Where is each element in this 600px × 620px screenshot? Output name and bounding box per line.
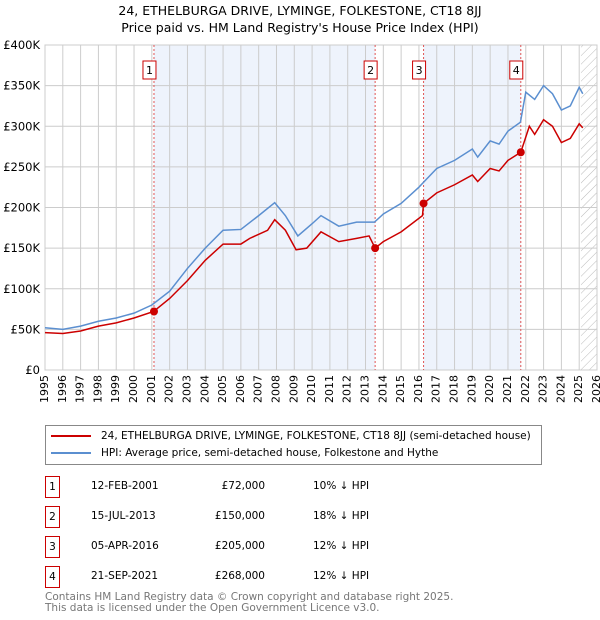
sale-price: £205,000 (214, 540, 265, 552)
x-tick-label: 2008 (269, 375, 282, 403)
x-tick-label: 2012 (341, 375, 354, 403)
x-tick-label: 1998 (91, 375, 104, 403)
chart-subtitle: Price paid vs. HM Land Registry's House … (121, 20, 479, 35)
sale-date: 12-FEB-2001 (91, 480, 159, 492)
sale-marker-number: 4 (513, 64, 520, 77)
x-tick-label: 2001 (145, 375, 158, 403)
y-tick-label: £250K (3, 160, 40, 174)
x-tick-label: 2003 (180, 375, 193, 403)
y-tick-label: £100K (3, 282, 40, 296)
x-tick-label: 2010 (305, 375, 318, 403)
x-tick-label: 2005 (216, 375, 229, 403)
sale-date: 21-SEP-2021 (91, 570, 159, 582)
x-tick-label: 1999 (109, 375, 122, 403)
sale-point (419, 199, 428, 208)
y-tick-label: £150K (3, 241, 40, 255)
sale-marker-number: 2 (367, 64, 374, 77)
x-tick-label: 2024 (554, 375, 567, 403)
sale-price: £268,000 (214, 570, 265, 582)
sale-date: 05-APR-2016 (91, 540, 159, 552)
sale-hpi-diff: 12% ↓ HPI (313, 540, 370, 552)
sale-marker-number: 3 (416, 64, 423, 77)
hpi-line (44, 84, 584, 331)
x-tick-label: 1997 (74, 375, 87, 403)
sale-date: 15-JUL-2013 (91, 510, 156, 522)
price-chart: 1995 1996 1997 1998 1999 2000 2001 2002 2003 2004… (3, 38, 600, 403)
plot-frame (44, 44, 598, 371)
sale-price: £72,000 (221, 480, 265, 492)
sale-hpi-diff: 18% ↓ HPI (313, 510, 370, 522)
y-tick-label: £0 (25, 363, 40, 377)
legend-item-hpi: HPI: Average price, semi-detached house,… (51, 447, 438, 459)
x-tick-label: 2009 (287, 375, 300, 403)
x-tick-label: 2021 (501, 375, 514, 403)
x-tick-label: 2020 (483, 375, 496, 403)
legend-label: 24, ETHELBURGA DRIVE, LYMINGE, FOLKESTON… (101, 430, 531, 442)
y-tick-label: £50K (11, 322, 41, 336)
x-tick-label: 2004 (198, 375, 211, 403)
sale-marker-label: 2 (45, 506, 60, 528)
legend-item-property: 24, ETHELBURGA DRIVE, LYMINGE, FOLKESTON… (51, 430, 531, 442)
x-tick-label: 2019 (465, 375, 478, 403)
y-tick-label: £300K (3, 119, 40, 133)
legend-swatch (51, 452, 91, 454)
x-tick-label: 2022 (519, 375, 532, 403)
sale-hpi-diff: 10% ↓ HPI (313, 480, 370, 492)
sale-marker-box (412, 60, 427, 80)
legend: 24, ETHELBURGA DRIVE, LYMINGE, FOLKESTON… (45, 425, 542, 465)
legend-label: HPI: Average price, semi-detached house,… (101, 447, 439, 459)
sale-marker-label: 3 (45, 536, 60, 558)
sale-marker-label: 4 (45, 566, 60, 588)
property-price-line (44, 118, 584, 335)
sale-hpi-diff: 12% ↓ HPI (313, 570, 370, 582)
sale-marker-label: 1 (45, 476, 60, 498)
x-tick-label: 2017 (430, 375, 443, 403)
x-tick-label: 2013 (359, 375, 372, 403)
x-tick-label: 1995 (38, 375, 51, 403)
sale-marker-box (509, 60, 524, 80)
x-tick-label: 2002 (163, 375, 176, 403)
x-tick-label: 1996 (56, 375, 69, 403)
footer-line: This data is licensed under the Open Gov… (45, 602, 380, 614)
x-tick-label: 2014 (376, 375, 389, 403)
x-tick-label: 2006 (234, 375, 247, 403)
footer-line: Contains HM Land Registry data © Crown c… (45, 591, 454, 603)
x-tick-label: 2016 (412, 375, 425, 403)
sale-point (371, 244, 380, 253)
x-tick-label: 2000 (127, 375, 140, 403)
sale-price: £150,000 (214, 510, 265, 522)
sale-marker-box (363, 60, 378, 80)
x-tick-label: 2025 (572, 375, 585, 403)
footer: Contains HM Land Registry data © Crown c… (45, 592, 453, 614)
sale-point (149, 307, 158, 316)
x-tick-label: 2023 (537, 375, 550, 403)
legend-swatch (51, 435, 91, 437)
sale-point (516, 148, 525, 157)
x-tick-label: 2011 (323, 375, 336, 403)
y-tick-label: £200K (3, 201, 40, 215)
y-tick-label: £400K (3, 38, 40, 52)
x-tick-label: 2018 (448, 375, 461, 403)
x-tick-label: 2015 (394, 375, 407, 403)
x-tick-label: 2026 (590, 375, 600, 403)
sale-marker-box (142, 60, 157, 80)
chart-title: 24, ETHELBURGA DRIVE, LYMINGE, FOLKESTON… (118, 3, 482, 18)
y-tick-label: £350K (3, 79, 40, 93)
sale-marker-number: 1 (146, 64, 153, 77)
x-tick-label: 2007 (252, 375, 265, 403)
